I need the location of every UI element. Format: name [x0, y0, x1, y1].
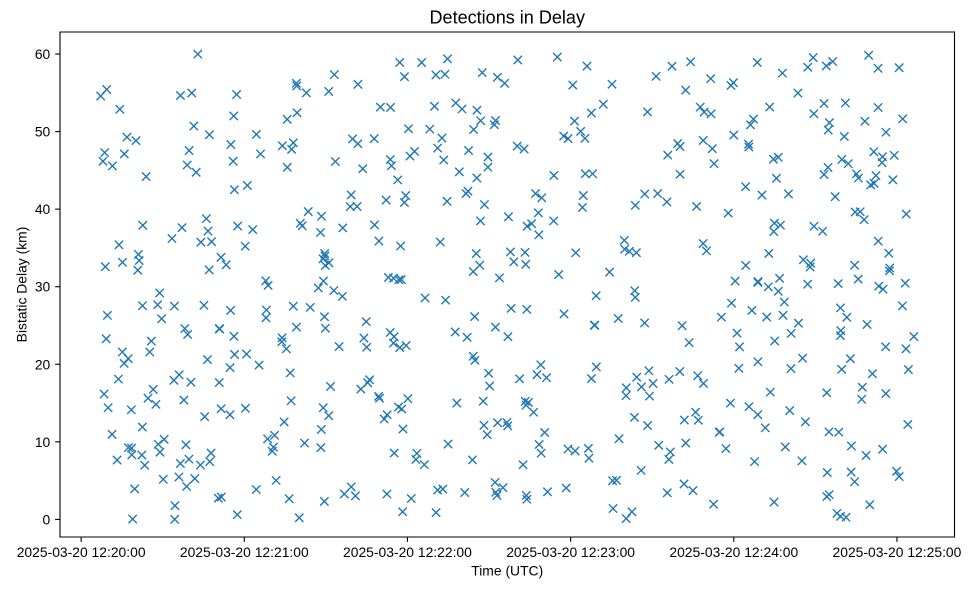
svg-text:Time (UTC): Time (UTC) — [471, 562, 543, 578]
svg-text:50: 50 — [35, 124, 51, 140]
svg-text:30: 30 — [35, 279, 51, 295]
svg-text:2025-03-20 12:21:00: 2025-03-20 12:21:00 — [180, 544, 309, 560]
svg-text:2025-03-20 12:22:00: 2025-03-20 12:22:00 — [343, 544, 472, 560]
svg-text:Bistatic Delay (km): Bistatic Delay (km) — [13, 227, 29, 343]
svg-text:2025-03-20 12:20:00: 2025-03-20 12:20:00 — [17, 544, 146, 560]
svg-text:2025-03-20 12:24:00: 2025-03-20 12:24:00 — [669, 544, 798, 560]
svg-text:Detections in Delay: Detections in Delay — [430, 8, 585, 28]
svg-text:60: 60 — [35, 46, 51, 62]
svg-text:2025-03-20 12:25:00: 2025-03-20 12:25:00 — [833, 544, 962, 560]
svg-text:40: 40 — [35, 201, 51, 217]
svg-text:2025-03-20 12:23:00: 2025-03-20 12:23:00 — [506, 544, 635, 560]
svg-text:0: 0 — [43, 511, 51, 527]
svg-text:20: 20 — [35, 356, 51, 372]
svg-text:10: 10 — [35, 434, 51, 450]
